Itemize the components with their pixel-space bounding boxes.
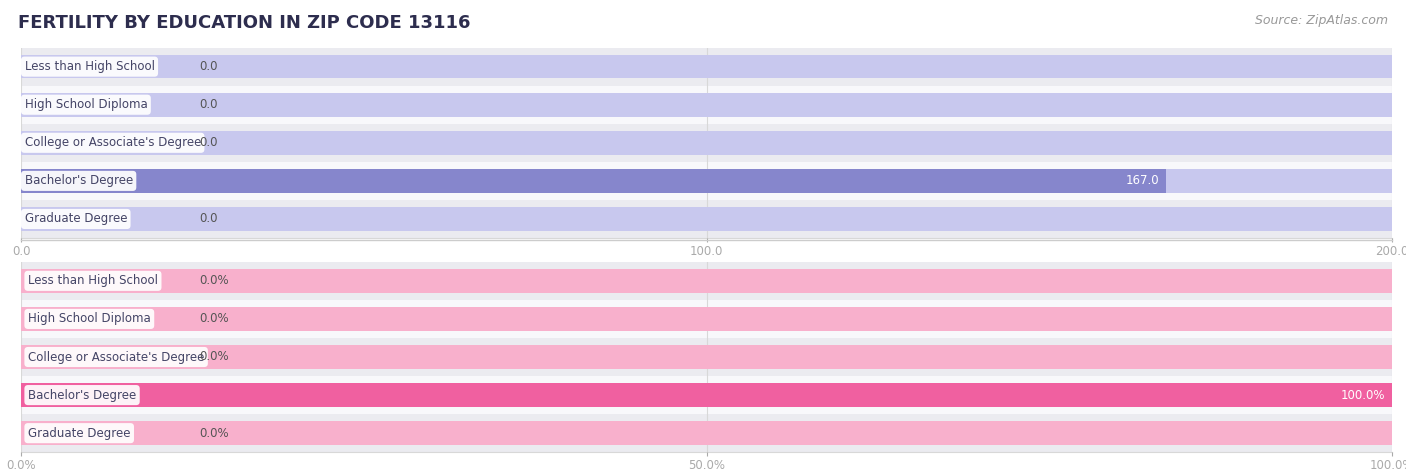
Text: Source: ZipAtlas.com: Source: ZipAtlas.com xyxy=(1254,14,1388,27)
Bar xyxy=(21,345,1392,369)
Text: Bachelor's Degree: Bachelor's Degree xyxy=(28,388,136,402)
Text: 0.0%: 0.0% xyxy=(200,312,229,326)
Bar xyxy=(21,207,1392,231)
Text: Less than High School: Less than High School xyxy=(28,274,157,288)
Bar xyxy=(21,169,1392,193)
Bar xyxy=(21,338,1392,376)
Bar xyxy=(21,269,1392,293)
Bar xyxy=(21,124,1392,162)
Text: High School Diploma: High School Diploma xyxy=(28,312,150,326)
Text: Bachelor's Degree: Bachelor's Degree xyxy=(24,174,132,188)
Text: College or Associate's Degree: College or Associate's Degree xyxy=(24,136,201,149)
Bar xyxy=(21,262,1392,300)
Text: Graduate Degree: Graduate Degree xyxy=(28,426,131,440)
Text: 167.0: 167.0 xyxy=(1125,174,1159,188)
Text: 0.0: 0.0 xyxy=(200,60,218,73)
Text: High School Diploma: High School Diploma xyxy=(24,98,148,111)
Text: 100.0%: 100.0% xyxy=(1340,388,1385,402)
Bar xyxy=(21,414,1392,452)
Text: 0.0%: 0.0% xyxy=(200,274,229,288)
Text: Graduate Degree: Graduate Degree xyxy=(24,212,127,226)
Bar xyxy=(21,55,1392,79)
Bar xyxy=(21,162,1392,200)
Bar xyxy=(21,421,1392,445)
Text: 0.0: 0.0 xyxy=(200,136,218,149)
Text: 0.0: 0.0 xyxy=(200,98,218,111)
Text: FERTILITY BY EDUCATION IN ZIP CODE 13116: FERTILITY BY EDUCATION IN ZIP CODE 13116 xyxy=(18,14,471,32)
Text: 0.0%: 0.0% xyxy=(200,350,229,364)
Text: College or Associate's Degree: College or Associate's Degree xyxy=(28,350,204,364)
Bar xyxy=(21,383,1392,407)
Bar xyxy=(21,86,1392,124)
Bar xyxy=(21,383,1392,407)
Bar xyxy=(21,93,1392,117)
Bar xyxy=(21,200,1392,238)
Text: 0.0%: 0.0% xyxy=(200,426,229,440)
Bar xyxy=(21,376,1392,414)
Bar xyxy=(21,300,1392,338)
Text: 0.0: 0.0 xyxy=(200,212,218,226)
Bar xyxy=(21,307,1392,331)
Bar xyxy=(21,131,1392,155)
Text: Less than High School: Less than High School xyxy=(24,60,155,73)
Bar xyxy=(21,169,1166,193)
Bar xyxy=(21,48,1392,86)
